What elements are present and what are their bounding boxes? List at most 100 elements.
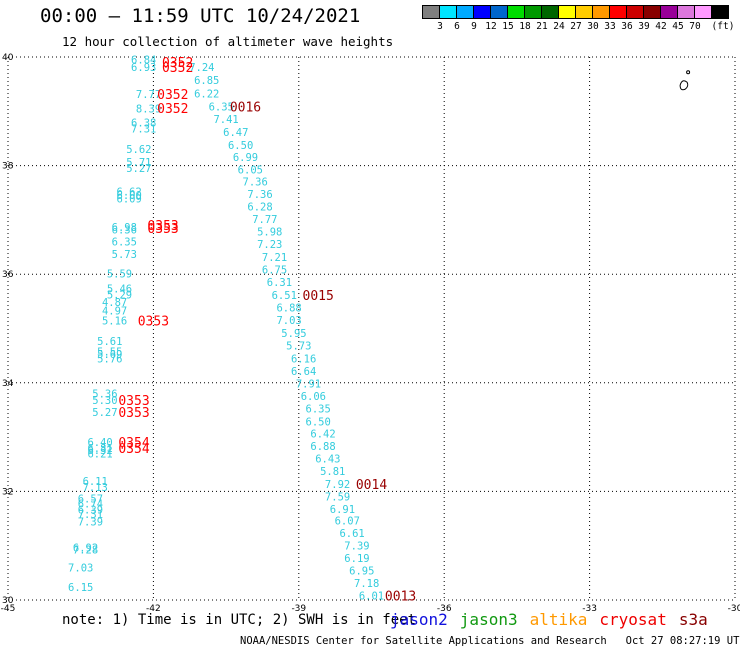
color-scale-tick-label: 9 bbox=[471, 21, 477, 32]
swh-label: 7.39 bbox=[344, 541, 369, 553]
swh-label: 6.00 bbox=[117, 190, 142, 202]
pass-time-label: 0353 bbox=[118, 394, 149, 409]
swh-label: 5.71 bbox=[126, 157, 151, 169]
pass-time-label: 0352 bbox=[162, 61, 193, 76]
swh-label: 6.35 bbox=[306, 403, 331, 415]
island-outline bbox=[679, 80, 689, 91]
satellite-legend-item: jason3 bbox=[459, 610, 518, 629]
swh-label: 6.32 bbox=[87, 445, 112, 457]
lon-tick-label: -30 bbox=[728, 604, 740, 614]
swh-label: 5.95 bbox=[281, 328, 306, 340]
swh-label: 6.28 bbox=[247, 201, 272, 213]
swh-label: 6.99 bbox=[233, 152, 258, 164]
swh-label: 6.11 bbox=[83, 476, 108, 488]
swh-label: 5.69 bbox=[97, 349, 122, 361]
swh-label: 5.55 bbox=[97, 346, 122, 358]
swh-label: 5.29 bbox=[107, 289, 132, 301]
satellite-legend-item: jason2 bbox=[390, 610, 448, 629]
color-scale-unit: (ft) bbox=[711, 21, 735, 32]
color-scale-swatch bbox=[711, 5, 729, 19]
color-scale-tick-label: 39 bbox=[638, 21, 650, 32]
swh-label: 7.41 bbox=[213, 114, 238, 126]
lon-tick-label: -45 bbox=[1, 604, 16, 614]
swh-label: 7.39 bbox=[78, 516, 103, 528]
swh-label: 5.61 bbox=[97, 336, 122, 348]
swh-label: 7.77 bbox=[252, 214, 277, 226]
color-scale-tick-label: 15 bbox=[502, 21, 514, 32]
swh-label: 5.27 bbox=[126, 163, 151, 175]
page-subtitle: 12 hour collection of altimeter wave hei… bbox=[62, 34, 394, 49]
pass-time-label: 0354 bbox=[118, 436, 149, 451]
swh-label: 5.73 bbox=[112, 249, 137, 261]
swh-label: 6.15 bbox=[68, 582, 93, 594]
swh-label: 6.95 bbox=[349, 566, 374, 578]
swh-label: 6.39 bbox=[78, 504, 103, 516]
pass-time-label: 0353 bbox=[147, 222, 178, 237]
lon-tick-label: -42 bbox=[146, 604, 161, 614]
swh-label: 7.03 bbox=[276, 315, 301, 327]
lat-tick-label: 34 bbox=[2, 379, 14, 389]
swh-label: 5.16 bbox=[102, 315, 127, 327]
swh-label: 6.19 bbox=[344, 553, 369, 565]
swh-label: 6.07 bbox=[335, 516, 360, 528]
lat-tick-label: 40 bbox=[2, 53, 14, 63]
swh-label: 7.91 bbox=[296, 378, 321, 390]
swh-label: 6.61 bbox=[339, 528, 364, 540]
swh-label: 5.30 bbox=[92, 395, 117, 407]
pass-time-label: 0013 bbox=[385, 590, 416, 605]
note-text: note: 1) Time is in UTC; 2) SWH is in fe… bbox=[62, 612, 417, 628]
color-scale-tick-label: 70 bbox=[689, 21, 701, 32]
color-scale-tick-label: 42 bbox=[655, 21, 667, 32]
swh-label: 7.23 bbox=[257, 239, 282, 251]
swh-label: 6.01 bbox=[359, 591, 384, 603]
swh-label: 6.57 bbox=[78, 493, 103, 505]
swh-label: 6.88 bbox=[310, 441, 335, 453]
color-scale-tick-label: 36 bbox=[621, 21, 633, 32]
swh-label: 5.73 bbox=[286, 340, 311, 352]
swh-label: 6.43 bbox=[315, 453, 340, 465]
swh-label: 7.03 bbox=[68, 562, 93, 574]
color-scale-tick-label: 33 bbox=[604, 21, 616, 32]
swh-label: 6.74 bbox=[78, 498, 103, 510]
page-title: 00:00 – 11:59 UTC 10/24/2021 bbox=[40, 5, 361, 27]
lat-tick-label: 30 bbox=[2, 596, 14, 606]
swh-label: 6.35 bbox=[112, 237, 137, 249]
color-scale-tick-label: 24 bbox=[553, 21, 565, 32]
swh-label: 4.97 bbox=[102, 306, 127, 318]
swh-label: 7.24 bbox=[189, 62, 214, 74]
swh-label: 5.46 bbox=[107, 283, 132, 295]
color-scale-tick-label: 27 bbox=[570, 21, 582, 32]
color-scale-tick-label: 45 bbox=[672, 21, 684, 32]
swh-label: 7.77 bbox=[136, 89, 161, 101]
swh-label: 6.21 bbox=[87, 448, 112, 460]
pass-time-label: 0015 bbox=[303, 289, 334, 304]
pass-time-label: 0016 bbox=[230, 100, 261, 115]
color-scale-tick-label: 12 bbox=[485, 21, 497, 32]
swh-label: 6.93 bbox=[131, 62, 156, 74]
swh-label: 7.31 bbox=[78, 509, 103, 521]
swh-label: 6.22 bbox=[194, 88, 219, 100]
lat-tick-label: 32 bbox=[2, 487, 13, 497]
swh-label: 7.31 bbox=[131, 124, 156, 136]
color-scale-tick-label: 21 bbox=[536, 21, 548, 32]
swh-label: 4.87 bbox=[102, 297, 127, 309]
color-scale-tick-label: 6 bbox=[454, 21, 460, 32]
swh-label: 5.27 bbox=[92, 407, 117, 419]
swh-label: 7.28 bbox=[73, 545, 98, 557]
swh-label: 7.92 bbox=[325, 479, 350, 491]
lat-tick-label: 36 bbox=[2, 270, 14, 280]
swh-label: 7.59 bbox=[325, 491, 350, 503]
pass-time-label: 0352 bbox=[162, 56, 193, 71]
pass-time-label: 0352 bbox=[157, 102, 188, 117]
swh-label: 6.62 bbox=[117, 187, 142, 199]
swh-label: 6.81 bbox=[87, 443, 112, 455]
swh-label: 7.18 bbox=[354, 578, 379, 590]
islet-outline bbox=[686, 70, 691, 75]
swh-label: 6.98 bbox=[112, 222, 137, 234]
satellite-legend: jason2 jason3 altika cryosat s3a bbox=[390, 610, 720, 629]
lon-tick-label: -39 bbox=[291, 604, 306, 614]
color-scale-legend bbox=[422, 5, 729, 19]
swh-label: 6.05 bbox=[238, 164, 263, 176]
swh-label: 6.50 bbox=[306, 416, 331, 428]
